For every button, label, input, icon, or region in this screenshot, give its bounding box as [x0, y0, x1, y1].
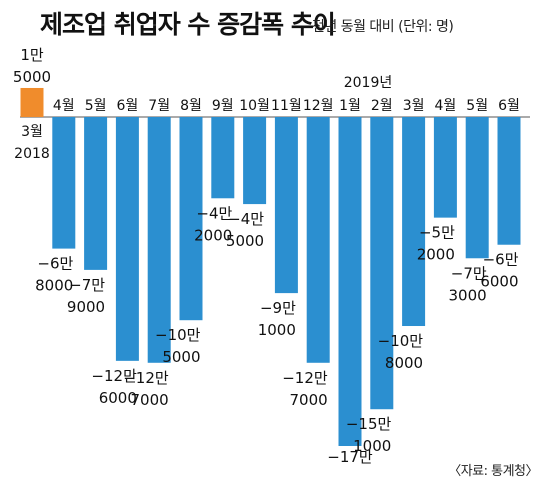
year-marker-1: 2019년 [344, 75, 393, 91]
value-label-5-b: 5000 [162, 348, 200, 366]
value-label-6-a: −4만 [196, 204, 232, 222]
value-label-14-b: 3000 [449, 286, 487, 304]
bar-14 [465, 117, 489, 259]
value-label-3-b: 6000 [99, 389, 137, 407]
value-label-2-b: 9000 [67, 298, 105, 316]
value-label-0-b: 5000 [13, 68, 51, 86]
year-marker-0: 2018 [14, 146, 50, 162]
value-label-13-a: −5만 [419, 224, 455, 242]
bar-4 [147, 117, 171, 363]
bar-12 [402, 117, 426, 327]
chart-title: 제조업 취업자 수 증감폭 추이 [40, 10, 336, 39]
category-label-7: 10월 [239, 98, 270, 114]
value-label-12-a: −10만 [378, 332, 424, 350]
bar-3 [115, 117, 139, 361]
value-label-1-b: 8000 [35, 277, 73, 295]
value-label-8-b: 1000 [258, 321, 296, 339]
category-label-6: 9월 [212, 98, 234, 114]
category-label-13: 4월 [435, 98, 457, 114]
value-label-5-a: −10만 [155, 326, 201, 344]
bar-0 [20, 87, 44, 117]
value-label-6-b: 2000 [194, 226, 232, 244]
value-label-2-a: −7만 [69, 276, 105, 294]
value-label-15-b: 6000 [480, 273, 518, 291]
value-label-11-a: −15만 [346, 415, 392, 433]
value-label-9-a: −12만 [282, 369, 328, 387]
value-label-13-b: 2000 [417, 246, 455, 264]
value-label-11-b: 1000 [353, 437, 391, 455]
category-label-14: 5월 [466, 98, 488, 114]
bar-13 [433, 117, 457, 218]
bar-8 [274, 117, 298, 294]
value-label-0-a: 1만 [20, 46, 44, 64]
bar-5 [179, 117, 203, 321]
category-label-3: 6월 [117, 98, 139, 114]
category-label-12: 3월 [403, 98, 425, 114]
bar-11 [370, 117, 394, 410]
value-label-1-a: −6만 [37, 255, 73, 273]
category-label-8: 11월 [271, 98, 302, 114]
bar-10 [338, 117, 362, 446]
value-label-4-a: −12만 [123, 369, 169, 387]
value-label-9-b: 7000 [290, 391, 328, 409]
value-label-8-a: −9만 [260, 299, 296, 317]
chart-subtitle: 전년 동월 대비 (단위: 명) [312, 19, 454, 35]
category-label-0: 3월 [21, 124, 43, 140]
value-label-7-b: 5000 [226, 232, 264, 250]
bar-6 [211, 117, 235, 199]
value-label-10-a: −17만 [327, 448, 373, 466]
value-label-14-a: −7만 [451, 264, 487, 282]
category-label-15: 6월 [498, 98, 520, 114]
bar-15 [497, 117, 521, 245]
value-label-4-b: 7000 [131, 391, 169, 409]
category-label-5: 8월 [180, 98, 202, 114]
category-label-1: 4월 [53, 98, 75, 114]
category-label-11: 2월 [371, 98, 393, 114]
category-label-2: 5월 [85, 98, 107, 114]
category-label-10: 1월 [339, 98, 361, 114]
source-note: 〈자료: 통계청〉 [448, 464, 538, 479]
bar-1 [52, 117, 76, 249]
value-label-3-a: −12만 [91, 367, 137, 385]
value-label-7-a: −4만 [228, 210, 264, 228]
bar-9 [306, 117, 330, 363]
value-label-12-b: 8000 [385, 354, 423, 372]
category-label-9: 12월 [303, 98, 334, 114]
category-label-4: 7월 [148, 98, 170, 114]
bar-7 [243, 117, 267, 205]
value-label-15-a: −6만 [483, 251, 519, 269]
bar-2 [84, 117, 108, 270]
